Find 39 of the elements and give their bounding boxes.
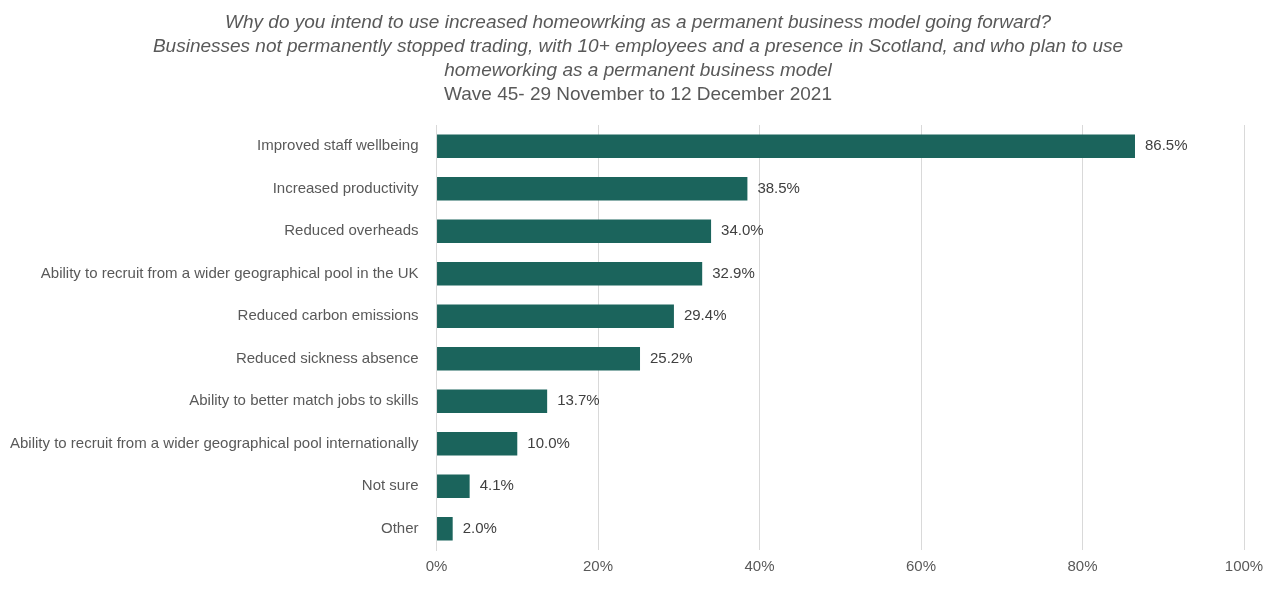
data-label: 86.5% xyxy=(1144,136,1188,154)
x-tick-label: 60% xyxy=(906,557,937,575)
chart-title: Why do you intend to use increased homeowrking as a permanent business model going forward? xyxy=(224,10,1052,34)
x-tick-label: 100% xyxy=(1224,557,1264,575)
bar xyxy=(437,134,1135,158)
data-label: 10.0% xyxy=(527,433,570,451)
bar xyxy=(437,389,548,413)
y-tick-label: Improved staff wellbeing xyxy=(257,136,419,154)
y-tick-label: Not sure xyxy=(361,476,419,494)
y-tick-label: Reduced sickness absence xyxy=(235,348,419,366)
data-label: 38.5% xyxy=(757,178,800,196)
y-tick-label: Increased productivity xyxy=(272,178,420,196)
bar xyxy=(437,304,674,328)
chart-subtitle: Businesses not permanently stopped trading, with 10+ employees and a presence in Scotland, and who plan to use homeworking as a permanent business model xyxy=(151,34,1125,82)
text: Wave 45- 29 November to 12 December 2021 xyxy=(443,82,833,106)
bar xyxy=(437,262,703,286)
y-tick-label: Reduced overheads xyxy=(284,221,419,239)
y-tick-label: Other xyxy=(381,518,419,536)
data-label: 25.2% xyxy=(650,348,693,366)
data-label: 34.0% xyxy=(721,221,764,239)
y-tick-label: Reduced carbon emissions xyxy=(237,306,419,324)
data-label: 2.0% xyxy=(462,518,497,536)
bar xyxy=(437,517,453,541)
x-tick-label: 80% xyxy=(1067,557,1098,575)
data-label: 4.1% xyxy=(479,476,514,494)
bar xyxy=(437,219,712,243)
bar xyxy=(437,474,470,498)
bar xyxy=(437,432,518,456)
data-label: 32.9% xyxy=(712,263,755,281)
x-tick-label: 0% xyxy=(425,557,448,575)
bar xyxy=(437,177,748,201)
data-label: 29.4% xyxy=(683,306,727,324)
y-tick-label: Ability to better match jobs to skills xyxy=(189,391,419,409)
y-tick-label: Ability to recruit from a wider geographical pool internationally xyxy=(9,433,420,451)
x-tick-label: 20% xyxy=(583,557,614,575)
x-tick-label: 40% xyxy=(744,557,775,575)
bar xyxy=(437,347,641,371)
data-label: 13.7% xyxy=(557,391,600,409)
y-tick-label: Ability to recruit from a wider geographical pool in the UK xyxy=(40,263,419,281)
